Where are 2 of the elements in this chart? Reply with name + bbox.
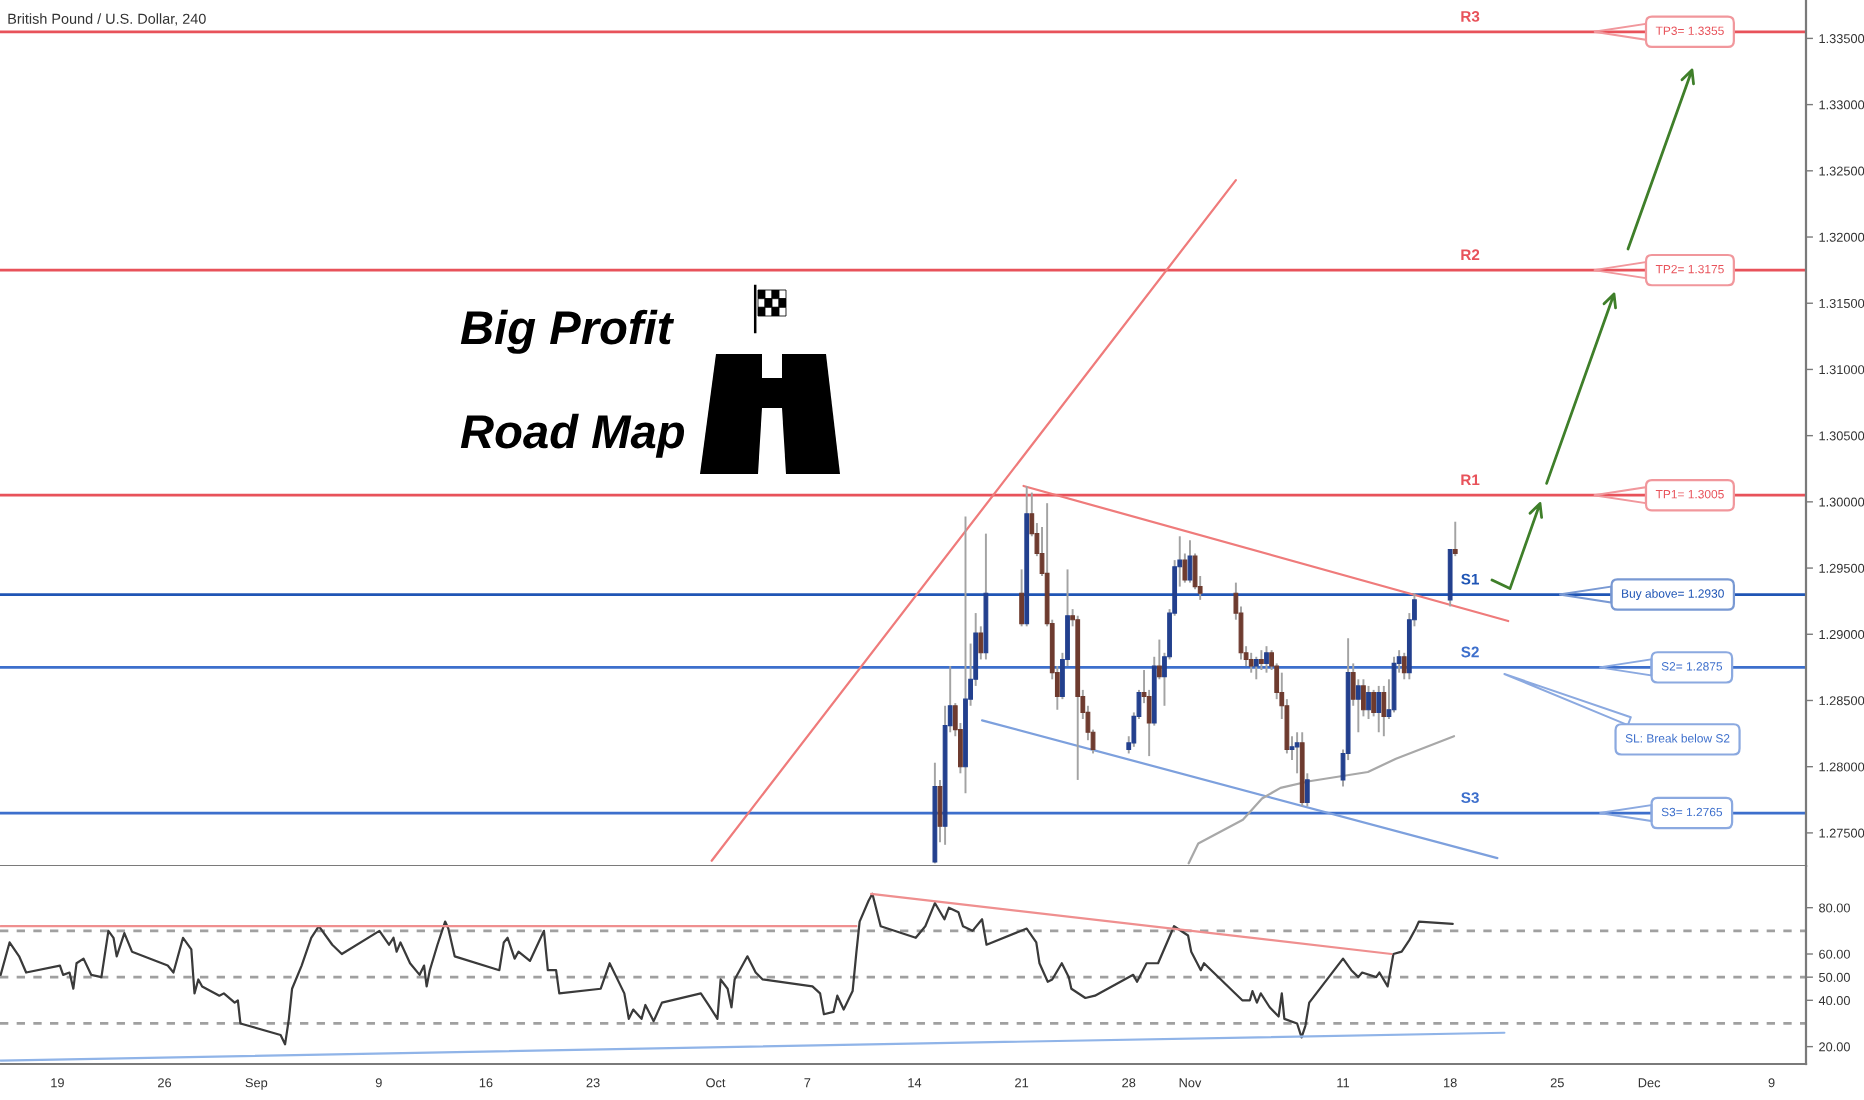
annotation: Big Profit [460, 309, 675, 354]
annotation: Road Map [460, 413, 685, 458]
